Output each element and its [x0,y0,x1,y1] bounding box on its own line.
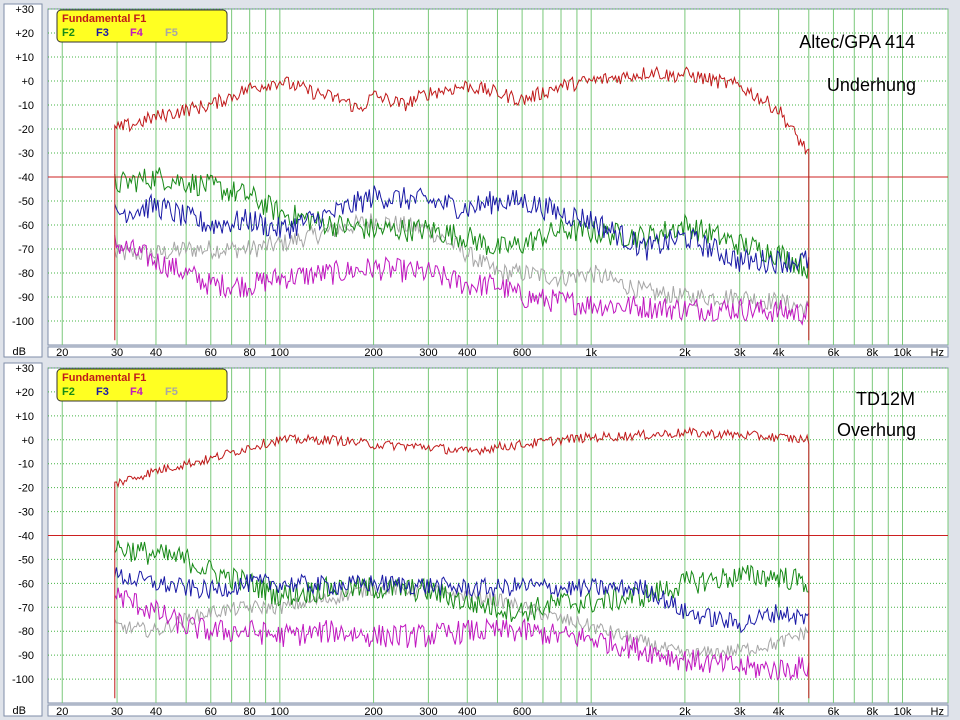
legend-title: Fundamental F1 [62,13,146,25]
x-tick-label: 8k [867,347,879,359]
x-tick-label: 30 [111,347,123,359]
legend-box [56,368,228,402]
y-tick-label: -50 [18,196,34,208]
series-f2-line [114,167,810,279]
legend-item-f5: F5 [165,27,178,39]
x-tick-label: 1k [585,347,597,359]
series-f4-line [114,587,810,682]
x-tick-label: 4k [773,706,785,718]
x-tick-label: 100 [271,347,289,359]
x-tick-label: 300 [419,347,437,359]
legend-box [56,9,228,43]
y-tick-label: -50 [18,554,34,566]
y-tick-label: -30 [18,148,34,160]
annotation-type: Overhung [837,420,916,440]
legend-item-f4: F4 [130,27,144,39]
legend-item-f3: F3 [96,27,109,39]
x-tick-label: 60 [205,347,217,359]
chart-panel-1: +30 +20 +10 +0 -10 -20 -30 -40 -50 -60 -70 -80 -90 -1… [3,3,949,359]
y-tick-label: -90 [18,650,34,662]
y-tick-label: -80 [18,626,34,638]
x-tick-label: 6k [828,347,840,359]
legend-item-f4: F4 [130,386,144,398]
y-tick-label: -20 [18,124,34,136]
chart-panel-2: +30 +20 +10 +0 -10 -20 -30 -40 -50 -60 -70 -80 -90 -1… [3,362,949,718]
x-tick-label: 40 [150,706,162,718]
annotation-model: Altec/GPA 414 [799,32,915,52]
x-tick-label: 6k [828,706,840,718]
y-tick-label: -70 [18,602,34,614]
y-tick-label: +20 [15,28,34,40]
series-f2-line [114,540,809,622]
y-tick-label: -90 [18,292,34,304]
x-axis-panel [47,346,949,358]
x-tick-label: 200 [364,347,382,359]
series-f1-line [114,65,810,341]
y-axis-panel [3,3,43,358]
y-tick-label: +30 [15,363,34,375]
legend-item-f2: F2 [62,27,75,39]
y-axis-panel [3,362,43,717]
y-tick-label: -40 [18,172,34,184]
x-tick-label: 30 [111,706,123,718]
x-tick-label: 300 [419,706,437,718]
y-axis-unit: dB [13,705,26,717]
x-tick-label: 10k [894,706,912,718]
y-tick-label: +20 [15,387,34,399]
x-tick-label: 2k [679,706,691,718]
y-tick-label: +0 [21,76,34,88]
y-axis-unit: dB [13,346,26,358]
x-tick-label: 20 [56,347,68,359]
y-tick-label: -100 [12,674,34,686]
y-tick-label: -60 [18,220,34,232]
x-tick-label: 400 [458,706,476,718]
y-tick-label: -100 [12,316,34,328]
x-tick-label: 40 [150,347,162,359]
x-tick-label: 100 [271,706,289,718]
series-f3-line [114,567,810,634]
x-tick-label: 4k [773,347,785,359]
y-tick-label: -80 [18,268,34,280]
y-tick-label: +10 [15,411,34,423]
x-tick-label: 80 [244,347,256,359]
legend-item-f3: F3 [96,386,109,398]
x-tick-label: 3k [734,706,746,718]
x-tick-label: 80 [244,706,256,718]
y-tick-label: -20 [18,483,34,495]
y-tick-label: +10 [15,52,34,64]
y-tick-label: -40 [18,531,34,543]
annotation-type: Underhung [827,75,916,95]
y-tick-label: +30 [15,4,34,16]
y-tick-label: -70 [18,244,34,256]
x-axis-unit: Hz [931,706,944,718]
x-tick-label: 8k [867,706,879,718]
y-tick-label: -10 [18,100,34,112]
x-axis-panel [47,704,949,717]
x-tick-label: 600 [513,706,531,718]
x-tick-label: 600 [513,347,531,359]
x-axis-unit: Hz [931,347,944,359]
y-tick-label: -10 [18,459,34,471]
x-tick-label: 60 [205,706,217,718]
legend-item-f5: F5 [165,386,178,398]
x-tick-label: 10k [894,347,912,359]
legend-item-f2: F2 [62,386,75,398]
legend: Fundamental F1 F2 F3 F4 F5 [56,368,228,402]
x-tick-label: 3k [734,347,746,359]
annotation-model: TD12M [856,389,915,409]
legend: Fundamental F1 F2 F3 F4 F5 [56,9,228,43]
x-tick-label: 2k [679,347,691,359]
y-tick-label: -30 [18,507,34,519]
y-tick-label: -60 [18,578,34,590]
series-f1-line [114,426,810,699]
x-tick-label: 400 [458,347,476,359]
x-tick-label: 20 [56,706,68,718]
series-f3-line [114,185,810,275]
series-f4-line [114,235,810,326]
x-tick-label: 200 [364,706,382,718]
x-tick-label: 1k [585,706,597,718]
legend-title: Fundamental F1 [62,372,146,384]
y-tick-label: +0 [21,435,34,447]
